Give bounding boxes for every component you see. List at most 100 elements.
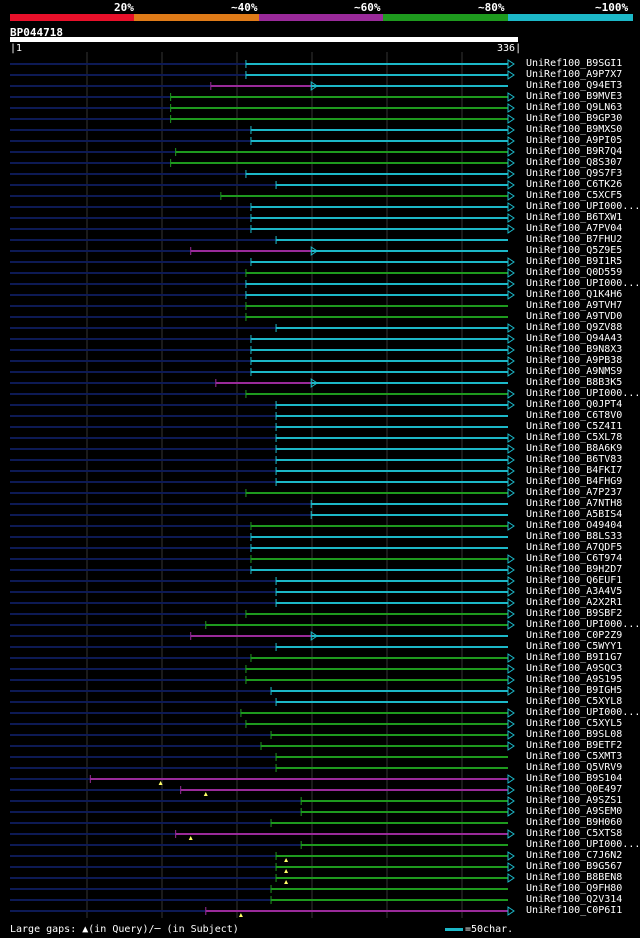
hit-label[interactable]: UniRef100_B9ETF2 bbox=[526, 740, 623, 751]
hit-label[interactable]: UniRef100_C5XCF5 bbox=[526, 190, 623, 201]
hit-label[interactable]: UniRef100_B8LS33 bbox=[526, 531, 623, 542]
hit-label[interactable]: UniRef100_B9S104 bbox=[526, 773, 623, 784]
query-id: BP044718 bbox=[10, 26, 63, 39]
ruler-start: |1 bbox=[10, 43, 23, 54]
hit-label[interactable]: UniRef100_Q9ZV88 bbox=[526, 322, 623, 333]
hit-arrow-icon bbox=[507, 158, 515, 168]
hit-label[interactable]: UniRef100_Q1K4H6 bbox=[526, 289, 623, 300]
hit-label[interactable]: UniRef100_A9NMS9 bbox=[526, 366, 623, 377]
hit-label[interactable]: UniRef100_C5XL78 bbox=[526, 432, 623, 443]
hit-label[interactable]: UniRef100_A9P7X7 bbox=[526, 69, 623, 80]
hit-label[interactable]: UniRef100_Q9LN63 bbox=[526, 102, 623, 113]
hit-arrow-icon bbox=[507, 59, 515, 69]
hit-arrow-icon bbox=[507, 785, 515, 795]
hit-label[interactable]: UniRef100_A9PI05 bbox=[526, 135, 623, 146]
legend-label: ~80% bbox=[478, 1, 505, 14]
hit-label[interactable]: UniRef100_Q9FH80 bbox=[526, 883, 623, 894]
hit-label[interactable]: UniRef100_B6TV83 bbox=[526, 454, 623, 465]
hit-label[interactable]: UniRef100_C5XYL8 bbox=[526, 696, 623, 707]
hit-label[interactable]: UniRef100_B6TXW1 bbox=[526, 212, 623, 223]
hit-label[interactable]: UniRef100_C7J6N2 bbox=[526, 850, 623, 861]
hit-label[interactable]: UniRef100_B4FKI7 bbox=[526, 465, 623, 476]
hit-label[interactable]: UniRef100_B9I1R5 bbox=[526, 256, 623, 267]
hit-arrow-icon bbox=[507, 807, 515, 817]
hit-label[interactable]: UniRef100_A7NTH8 bbox=[526, 498, 623, 509]
hit-label[interactable]: UniRef100_Q0JPT4 bbox=[526, 399, 623, 410]
hit-label[interactable]: UniRef100_Q6EUF1 bbox=[526, 575, 623, 586]
hit-label[interactable]: UniRef100_UPI000... bbox=[526, 388, 640, 399]
hit-arrow-icon bbox=[310, 246, 319, 256]
hit-label[interactable]: UniRef100_A5BIS4 bbox=[526, 509, 623, 520]
hit-label[interactable]: UniRef100_Q8S307 bbox=[526, 157, 623, 168]
hit-label[interactable]: UniRef100_A9SZS1 bbox=[526, 795, 623, 806]
hit-label[interactable]: UniRef100_Q5VRV9 bbox=[526, 762, 623, 773]
hit-label[interactable]: UniRef100_Q94A43 bbox=[526, 333, 623, 344]
hit-label[interactable]: UniRef100_B4FHG9 bbox=[526, 476, 623, 487]
hit-arrow-icon bbox=[507, 147, 515, 157]
hit-arrow-icon bbox=[507, 136, 515, 146]
query-gap-icon bbox=[158, 781, 163, 785]
hit-label[interactable]: UniRef100_UPI000... bbox=[526, 619, 640, 630]
hit-label[interactable]: UniRef100_UPI000... bbox=[526, 707, 640, 718]
hit-arrow-icon bbox=[507, 92, 515, 102]
hit-label[interactable]: UniRef100_C0P2Z9 bbox=[526, 630, 623, 641]
hit-label[interactable]: UniRef100_B9I1G7 bbox=[526, 652, 623, 663]
scale-text: =50char. bbox=[465, 924, 514, 935]
hit-label[interactable]: UniRef100_B9H2D7 bbox=[526, 564, 623, 575]
hit-arrow-icon bbox=[507, 477, 515, 487]
hit-label[interactable]: UniRef100_UPI000... bbox=[526, 201, 640, 212]
hit-label[interactable]: UniRef100_C5Z4I1 bbox=[526, 421, 623, 432]
hit-label[interactable]: UniRef100_A3A4V5 bbox=[526, 586, 623, 597]
hit-arrow-icon bbox=[507, 675, 515, 685]
hit-label[interactable]: UniRef100_C5XYL5 bbox=[526, 718, 623, 729]
hit-label[interactable]: UniRef100_A7PV04 bbox=[526, 223, 623, 234]
hit-label[interactable]: UniRef100_C6TK26 bbox=[526, 179, 623, 190]
hit-label[interactable]: UniRef100_B9SL08 bbox=[526, 729, 623, 740]
hit-arrow-icon bbox=[507, 730, 515, 740]
hit-label[interactable]: UniRef100_A9PB38 bbox=[526, 355, 623, 366]
hit-label[interactable]: UniRef100_C6T8V0 bbox=[526, 410, 623, 421]
hit-label[interactable]: UniRef100_C6T974 bbox=[526, 553, 623, 564]
hit-label[interactable]: UniRef100_B8A6K9 bbox=[526, 443, 623, 454]
hit-label[interactable]: UniRef100_B9MXS0 bbox=[526, 124, 623, 135]
hit-label[interactable]: UniRef100_Q94ET3 bbox=[526, 80, 623, 91]
hit-label[interactable]: UniRef100_A9SQC3 bbox=[526, 663, 623, 674]
hit-label[interactable]: UniRef100_UPI000... bbox=[526, 839, 640, 850]
hit-arrow-icon bbox=[507, 587, 515, 597]
hit-arrow-icon bbox=[507, 598, 515, 608]
hit-label[interactable]: UniRef100_B9R7Q4 bbox=[526, 146, 623, 157]
hit-label[interactable]: UniRef100_A7P237 bbox=[526, 487, 623, 498]
hit-label[interactable]: UniRef100_B8BEN8 bbox=[526, 872, 623, 883]
hit-label[interactable]: UniRef100_B9H060 bbox=[526, 817, 623, 828]
hit-label[interactable]: UniRef100_B9MVE3 bbox=[526, 91, 623, 102]
hit-label[interactable]: UniRef100_A9TVD0 bbox=[526, 311, 623, 322]
hit-label[interactable]: UniRef100_A9SEM0 bbox=[526, 806, 623, 817]
hit-label[interactable]: UniRef100_UPI000... bbox=[526, 278, 640, 289]
hit-label[interactable]: UniRef100_B9SGI1 bbox=[526, 58, 623, 69]
hit-label[interactable]: UniRef100_A7QDF5 bbox=[526, 542, 623, 553]
hit-label[interactable]: UniRef100_C5WYY1 bbox=[526, 641, 623, 652]
hit-label[interactable]: UniRef100_Q9S7F3 bbox=[526, 168, 623, 179]
hit-label[interactable]: UniRef100_C5XTS8 bbox=[526, 828, 623, 839]
hit-label[interactable]: UniRef100_B9G567 bbox=[526, 861, 623, 872]
hit-label[interactable]: UniRef100_B9GP30 bbox=[526, 113, 623, 124]
hit-label[interactable]: UniRef100_B8B3K5 bbox=[526, 377, 623, 388]
hit-label[interactable]: UniRef100_A2X2R1 bbox=[526, 597, 623, 608]
hit-arrow-icon bbox=[507, 290, 515, 300]
hit-label[interactable]: UniRef100_A9S195 bbox=[526, 674, 623, 685]
hit-label[interactable]: UniRef100_B9IGH5 bbox=[526, 685, 623, 696]
hit-label[interactable]: UniRef100_B7FHU2 bbox=[526, 234, 623, 245]
hit-label[interactable]: UniRef100_Q2V314 bbox=[526, 894, 623, 905]
hit-arrow-icon bbox=[507, 334, 515, 344]
hit-label[interactable]: UniRef100_Q0E497 bbox=[526, 784, 623, 795]
hit-label[interactable]: UniRef100_Q5Z9E5 bbox=[526, 245, 623, 256]
hit-label[interactable]: UniRef100_A9TVH7 bbox=[526, 300, 623, 311]
hit-label[interactable]: UniRef100_Q0D559 bbox=[526, 267, 623, 278]
hit-label[interactable]: UniRef100_B9N8X3 bbox=[526, 344, 623, 355]
hit-label[interactable]: UniRef100_O49404 bbox=[526, 520, 623, 531]
hit-label[interactable]: UniRef100_C5XMT3 bbox=[526, 751, 623, 762]
hit-label[interactable]: UniRef100_C0P6I1 bbox=[526, 905, 623, 916]
hit-arrow-icon bbox=[507, 400, 515, 410]
legend-label: ~40% bbox=[231, 1, 258, 14]
hit-label[interactable]: UniRef100_B9SBF2 bbox=[526, 608, 623, 619]
